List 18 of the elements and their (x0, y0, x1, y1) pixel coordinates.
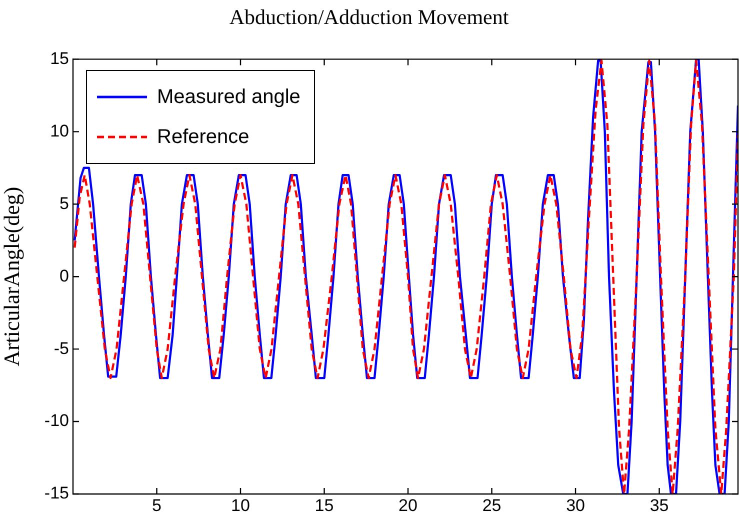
y-tick-label: 15 (50, 48, 69, 68)
chart-title: Abduction/Adduction Movement (229, 5, 509, 30)
x-tick-label: 5 (152, 496, 162, 515)
y-tick-label: -5 (54, 338, 69, 358)
y-axis-title: ArticularAngle(deg) (0, 186, 24, 366)
x-tick-label: 25 (482, 496, 502, 515)
y-tick-label: 0 (60, 266, 69, 286)
legend-label: Reference (157, 126, 250, 148)
x-tick-label: 35 (650, 496, 669, 515)
x-tick-label: 10 (231, 496, 250, 515)
y-tick-label: -10 (44, 411, 69, 430)
x-tick-label: 15 (314, 496, 334, 515)
x-tick-label: 30 (566, 496, 585, 515)
x-tick-label: 20 (398, 496, 418, 515)
y-tick-label: -15 (44, 484, 69, 503)
y-tick-label: 5 (60, 194, 69, 213)
legend-label: Measured angle (157, 86, 300, 108)
y-tick-label: 10 (50, 121, 69, 140)
